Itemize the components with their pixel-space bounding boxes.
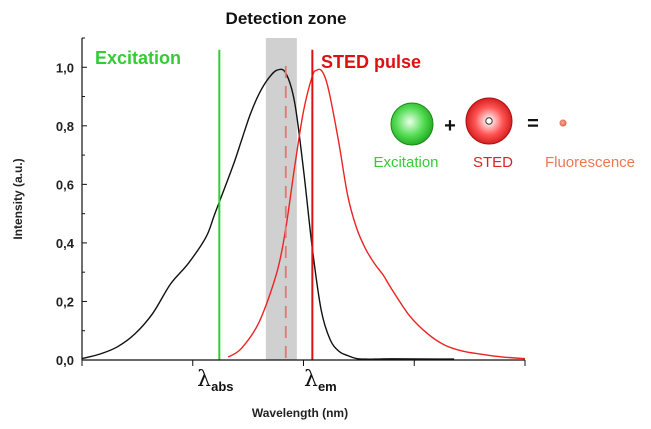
axes — [81, 38, 525, 361]
excitation-label: Excitation — [373, 154, 438, 171]
sted-legend: + = Excitation STED Fluorescence — [373, 97, 635, 171]
y-tick-label: 0,2 — [56, 294, 74, 309]
lambda-tick-label: λem — [304, 367, 337, 394]
emission-curve — [227, 68, 526, 360]
sted-center-icon — [485, 117, 493, 125]
y-ticks: 0,0 0,2 0,4 0,6 0,8 1,0 — [56, 37, 87, 368]
y-tick-label: 0,6 — [56, 177, 74, 192]
plus-sign: + — [444, 115, 456, 137]
y-tick-label: 0,4 — [56, 236, 75, 251]
sted-label: STED — [473, 154, 513, 171]
marker-lines — [218, 49, 314, 360]
y-tick-label: 0,8 — [56, 119, 74, 134]
sted-pulse-annotation: STED pulse — [321, 52, 421, 72]
x-axis-title: Wavelength (nm) — [252, 406, 348, 420]
excitation-annotation: Excitation — [95, 48, 181, 68]
equals-sign: = — [527, 113, 539, 135]
absorption-curve — [81, 68, 455, 360]
fluorescence-spot-icon — [559, 119, 567, 127]
chart-title: Detection zone — [226, 9, 347, 28]
excitation-spot-icon — [390, 102, 434, 146]
detection-band — [265, 38, 297, 360]
y-tick-label: 0,0 — [56, 353, 74, 368]
series-lines — [81, 68, 526, 360]
y-tick-label: 1,0 — [56, 60, 74, 75]
x-ticks: λabs λem — [81, 360, 526, 394]
lambda-tick-label: λabs — [197, 367, 233, 394]
y-axis-title: Intensity (a.u.) — [11, 158, 25, 239]
fluorescence-label: Fluorescence — [545, 154, 635, 171]
detection-zone-band — [265, 38, 297, 360]
